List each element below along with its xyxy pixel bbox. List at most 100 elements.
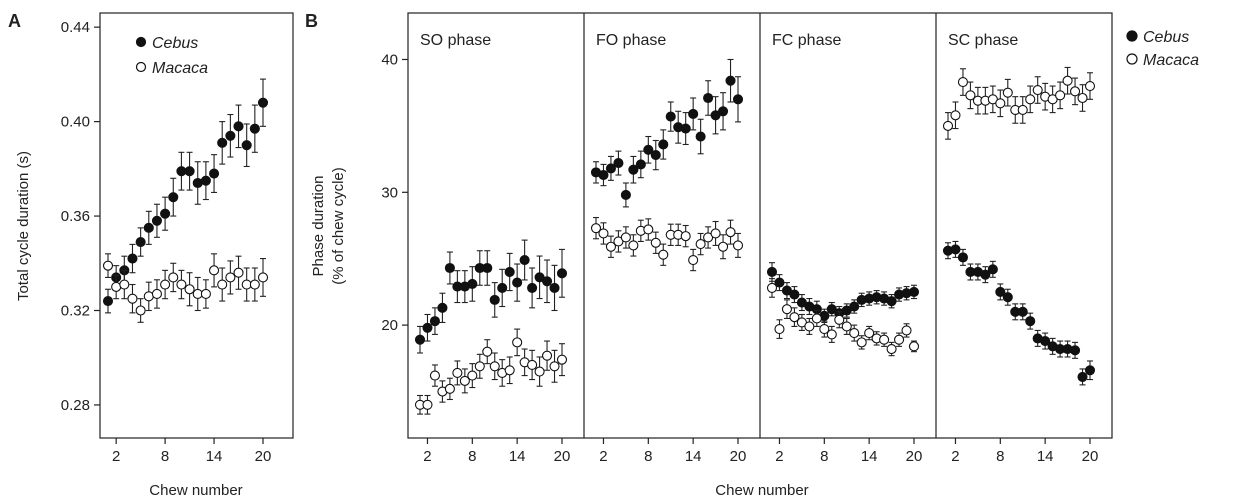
- data-point: [688, 254, 699, 266]
- y-tick-label: 0.28: [61, 397, 90, 414]
- data-point: [965, 90, 976, 101]
- data-point: [789, 312, 800, 323]
- data-point: [628, 164, 639, 175]
- data-point: [901, 325, 912, 336]
- data-point: [556, 268, 568, 279]
- data-point: [459, 375, 470, 386]
- data-point: [605, 241, 616, 252]
- x-tick-label: 2: [423, 448, 431, 465]
- data-point: [184, 166, 195, 177]
- data-point: [209, 168, 220, 179]
- x-tick-label: 20: [730, 448, 747, 465]
- data-point: [987, 264, 998, 275]
- data-point: [732, 240, 744, 251]
- data-point: [444, 262, 455, 274]
- x-tick-label: 8: [996, 448, 1004, 465]
- x-tick-label: 8: [644, 448, 652, 465]
- data-point: [556, 354, 568, 365]
- data-point: [1032, 84, 1043, 96]
- data-point: [160, 208, 171, 219]
- data-point: [127, 293, 138, 304]
- data-point: [467, 278, 478, 289]
- data-point: [766, 266, 778, 278]
- data-point: [429, 316, 440, 327]
- data-point: [957, 252, 968, 263]
- panel-b-axes: 20 30 40 2 8 14 20 2 8 14 20 2 8 14 20 2 8 14 20: [381, 51, 1098, 465]
- data-point: [151, 215, 162, 226]
- x-tick-label: 20: [255, 448, 272, 465]
- x-tick-label: 8: [161, 448, 169, 465]
- panel-b-letter: B: [305, 11, 318, 31]
- y-tick-label: 0.36: [61, 208, 90, 225]
- data-point: [811, 313, 822, 324]
- data-point: [1025, 316, 1036, 327]
- y-tick-label: 30: [381, 184, 398, 201]
- x-tick-label: 14: [509, 448, 526, 465]
- data-point: [437, 302, 448, 313]
- data-point: [527, 282, 538, 293]
- subpanel-sc-phase-series-macaca: [942, 66, 1096, 140]
- data-point: [143, 222, 154, 233]
- data-point: [512, 337, 523, 348]
- data-point: [879, 334, 890, 345]
- x-tick-label: 14: [206, 448, 223, 465]
- data-point: [781, 304, 792, 315]
- data-point: [102, 260, 114, 271]
- data-point: [590, 223, 602, 234]
- y-tick-label: 0.44: [61, 19, 90, 36]
- data-point: [613, 158, 624, 169]
- data-point: [209, 265, 220, 276]
- data-point: [703, 92, 714, 104]
- data-point: [658, 249, 669, 260]
- data-point: [725, 227, 736, 238]
- data-point: [151, 288, 162, 300]
- subpanel-so-phase-series-cebus: [414, 239, 568, 354]
- subpanel-fo-phase-series-cebus: [590, 58, 744, 208]
- legend-a-macaca-marker: [135, 61, 147, 73]
- data-point: [718, 241, 729, 252]
- x-tick-label: 2: [112, 448, 120, 465]
- panel-a-series-cebus: [102, 78, 269, 314]
- legend-a-macaca-label: Macaca: [152, 60, 208, 77]
- data-point: [542, 350, 553, 361]
- data-point: [1070, 345, 1081, 356]
- data-point: [643, 144, 654, 155]
- data-point: [444, 383, 455, 394]
- subpanel-title-so-phase: SO phase: [420, 32, 491, 49]
- data-point: [834, 314, 845, 325]
- data-point: [908, 341, 920, 352]
- data-point: [725, 75, 736, 86]
- subpanel-fc-phase: [766, 262, 920, 357]
- subpanel-fc-phase-series-macaca: [766, 278, 920, 357]
- data-point: [1017, 104, 1028, 116]
- x-tick-label: 8: [820, 448, 828, 465]
- data-point: [864, 328, 875, 339]
- data-point: [635, 159, 646, 170]
- data-point: [849, 301, 860, 312]
- x-tick-label: 2: [775, 448, 783, 465]
- data-point: [950, 110, 961, 121]
- data-point: [414, 334, 426, 345]
- panel-b-subpanels: SO phase FO phase FC phase SC phase: [407, 12, 1113, 439]
- data-point: [1017, 306, 1028, 317]
- data-point: [1062, 75, 1073, 86]
- data-point: [841, 321, 852, 332]
- data-point: [680, 123, 691, 134]
- data-point: [452, 367, 463, 378]
- data-point: [789, 289, 800, 300]
- data-point: [249, 123, 260, 134]
- data-point: [628, 240, 639, 251]
- data-point: [718, 106, 729, 117]
- data-point: [519, 254, 530, 266]
- subpanel-fo-phase-series-macaca: [590, 216, 744, 272]
- data-point: [135, 236, 146, 248]
- data-point: [119, 279, 130, 290]
- data-point: [482, 262, 493, 274]
- data-point: [826, 329, 837, 340]
- data-point: [217, 279, 228, 290]
- data-point: [489, 361, 500, 372]
- data-point: [504, 365, 515, 376]
- data-point: [160, 279, 171, 290]
- data-point: [695, 131, 706, 142]
